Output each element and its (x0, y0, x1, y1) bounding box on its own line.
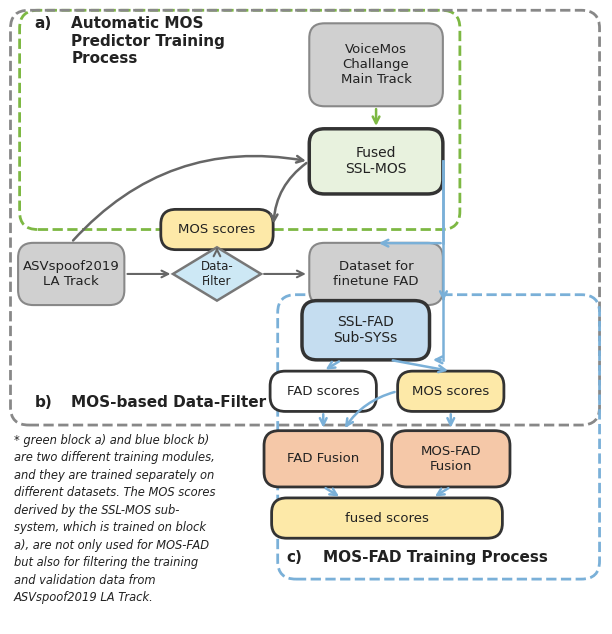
Text: SSL-FAD
Sub-SYSs: SSL-FAD Sub-SYSs (334, 315, 398, 346)
Polygon shape (173, 247, 261, 301)
Text: a): a) (35, 16, 52, 31)
FancyBboxPatch shape (18, 243, 124, 305)
Text: b): b) (35, 395, 53, 410)
Text: FAD Fusion: FAD Fusion (287, 452, 359, 465)
Text: FAD scores: FAD scores (287, 385, 359, 398)
Text: MOS-FAD
Fusion: MOS-FAD Fusion (420, 445, 481, 473)
Text: VoiceMos
Challange
Main Track: VoiceMos Challange Main Track (341, 43, 411, 86)
Text: Automatic MOS
Predictor Training
Process: Automatic MOS Predictor Training Process (71, 16, 225, 66)
Text: fused scores: fused scores (345, 512, 429, 524)
FancyBboxPatch shape (272, 498, 502, 538)
Text: MOS-FAD Training Process: MOS-FAD Training Process (323, 550, 548, 566)
FancyBboxPatch shape (264, 430, 382, 487)
Text: MOS scores: MOS scores (178, 223, 256, 236)
Text: MOS scores: MOS scores (412, 385, 490, 398)
Text: Dataset for
finetune FAD: Dataset for finetune FAD (334, 260, 419, 288)
FancyBboxPatch shape (309, 129, 443, 194)
Text: Data-
Filter: Data- Filter (201, 260, 233, 288)
FancyBboxPatch shape (302, 301, 430, 360)
FancyBboxPatch shape (398, 371, 504, 411)
Text: c): c) (287, 550, 303, 566)
Text: Fused
SSL-MOS: Fused SSL-MOS (345, 146, 407, 176)
FancyBboxPatch shape (392, 430, 510, 487)
Text: MOS-based Data-Filter: MOS-based Data-Filter (71, 395, 266, 410)
Text: ASVspoof2019
LA Track: ASVspoof2019 LA Track (23, 260, 119, 288)
FancyBboxPatch shape (309, 243, 443, 305)
FancyBboxPatch shape (309, 23, 443, 107)
FancyBboxPatch shape (161, 209, 273, 250)
Text: * green block a) and blue block b)
are two different training modules,
and they : * green block a) and blue block b) are t… (13, 434, 215, 604)
FancyBboxPatch shape (270, 371, 376, 411)
